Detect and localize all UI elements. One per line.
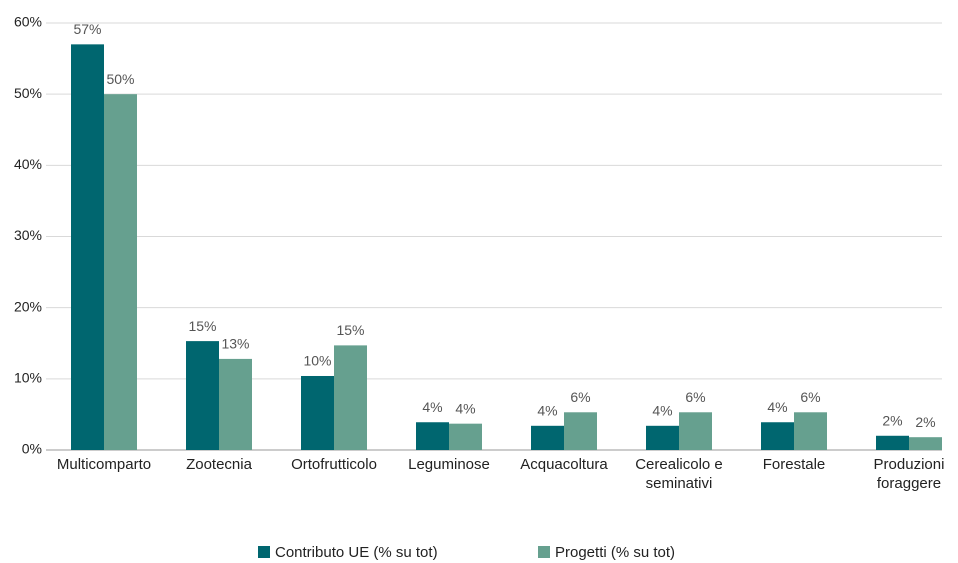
value-label: 13%	[221, 336, 249, 352]
value-label: 6%	[800, 389, 820, 405]
y-tick-label: 50%	[14, 85, 42, 101]
value-label: 15%	[188, 318, 216, 334]
value-label: 4%	[537, 403, 557, 419]
bar	[679, 412, 712, 450]
x-tick-label: Ortofrutticolo	[291, 456, 377, 473]
x-tick-label: Cerealicolo e seminativi	[635, 456, 723, 492]
value-label: 57%	[73, 21, 101, 37]
legend-label: Progetti (% su tot)	[555, 544, 675, 561]
x-tick-label: Acquacoltura	[520, 456, 608, 473]
value-label: 4%	[767, 399, 787, 415]
x-tick-label: Forestale	[762, 456, 826, 473]
legend-swatch	[538, 546, 550, 558]
bar	[909, 437, 942, 450]
x-tick-label: Zootecnia	[186, 456, 252, 473]
value-label: 4%	[455, 400, 475, 416]
bar	[876, 435, 909, 450]
bar	[761, 422, 794, 450]
value-label: 15%	[336, 322, 364, 338]
y-tick-label: 30%	[14, 227, 42, 243]
bar	[334, 345, 367, 450]
bar	[71, 44, 104, 450]
bar	[186, 341, 219, 450]
value-label: 4%	[422, 399, 442, 415]
value-label: 6%	[685, 389, 705, 405]
y-tick-label: 20%	[14, 298, 42, 314]
bar	[219, 358, 252, 450]
x-tick-label: Leguminose	[408, 456, 490, 473]
legend-label: Contributo UE (% su tot)	[275, 544, 438, 561]
y-tick-label: 0%	[22, 441, 42, 457]
value-label: 2%	[915, 414, 935, 430]
legend-swatch	[258, 546, 270, 558]
bar	[301, 375, 334, 450]
bar	[564, 412, 597, 450]
y-tick-label: 60%	[14, 14, 42, 30]
bar	[449, 423, 482, 450]
y-tick-label: 10%	[14, 370, 42, 386]
bar	[416, 422, 449, 450]
value-label: 6%	[570, 389, 590, 405]
x-tick-label: Produzioni foraggere	[873, 456, 945, 492]
bar	[531, 425, 564, 450]
bar	[794, 412, 827, 450]
value-label: 4%	[652, 403, 672, 419]
value-label: 10%	[303, 353, 331, 369]
y-tick-label: 40%	[14, 156, 42, 172]
bar	[104, 94, 137, 451]
x-tick-label: Multicomparto	[56, 456, 152, 473]
bar	[646, 425, 679, 450]
value-label: 50%	[106, 71, 134, 87]
value-label: 2%	[882, 412, 902, 428]
